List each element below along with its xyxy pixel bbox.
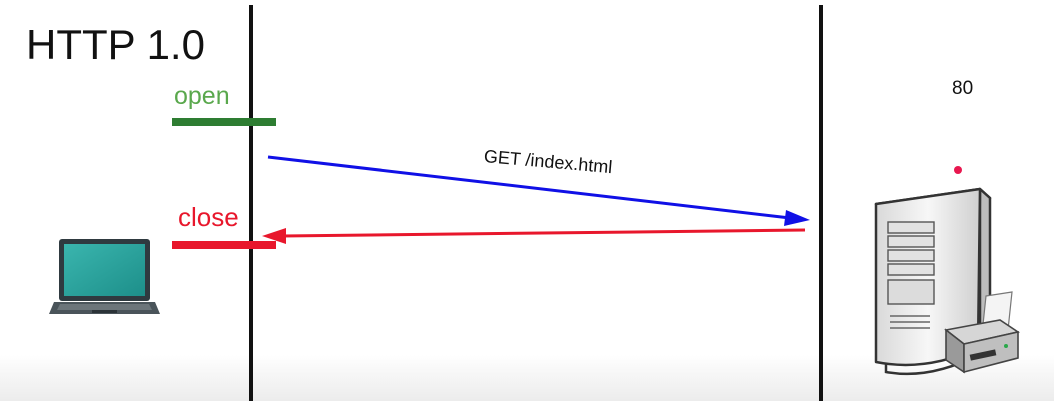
- close-marker: [172, 241, 276, 249]
- diagram-title: HTTP 1.0: [26, 21, 205, 68]
- response-arrow: [262, 228, 806, 244]
- port-label: 80: [952, 78, 974, 99]
- close-label: close: [178, 202, 239, 232]
- request-arrow: [267, 155, 810, 226]
- laptop-icon: [49, 239, 160, 314]
- open-marker: [172, 118, 276, 126]
- open-label: open: [174, 82, 230, 110]
- port-dot: [954, 166, 962, 174]
- printer-icon: [944, 291, 1021, 374]
